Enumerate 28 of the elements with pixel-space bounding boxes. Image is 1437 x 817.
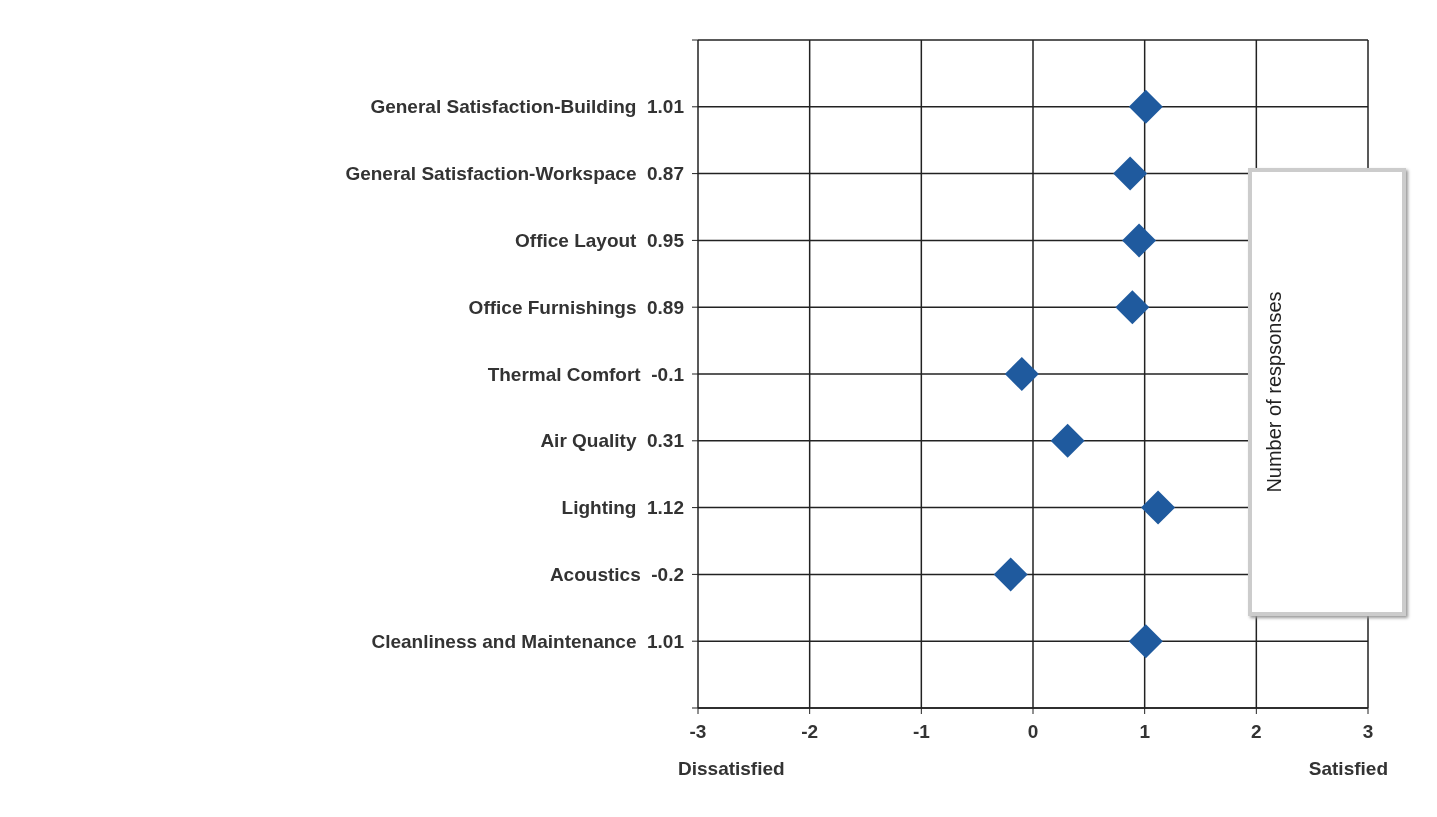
point [1128,89,1163,124]
point [1128,624,1163,659]
text: Dissatisfied [678,758,785,780]
y-tick-label: General Satisfaction-Workspace 0.87 [345,163,684,185]
y-tick-label: Office Furnishings 0.89 [468,296,684,318]
y-tick-label: Air Quality 0.31 [540,430,685,452]
point [1004,357,1039,391]
text: Number of respsonses [1262,291,1286,493]
y-tick-label: Thermal Comfort -0.1 [487,363,685,385]
text: Satisfied [1308,758,1388,780]
point [1141,490,1176,525]
y-tick-label: General Satisfaction-Building 1.01 [370,96,685,118]
y-tick-label: Acoustics -0.2 [549,564,684,586]
point [1050,423,1085,458]
x-tick-label: -1 [912,721,931,742]
x-tick-label: 0 [1027,721,1039,742]
x-tick-label: 2 [1251,721,1262,742]
y-tick-label: Lighting 1.12 [561,497,684,519]
point [1113,156,1148,191]
x-tick-label: 3 [1362,721,1374,742]
point [1122,223,1157,258]
point [1115,290,1150,325]
x-tick-label: 1 [1139,721,1151,742]
point [993,557,1028,592]
x-tick-label: -3 [689,721,707,742]
x-tick-label: -2 [801,721,819,742]
y-tick-label: Office Layout 0.95 [515,230,685,252]
y-tick-label: Cleanliness and Maintenance 1.01 [371,630,685,652]
